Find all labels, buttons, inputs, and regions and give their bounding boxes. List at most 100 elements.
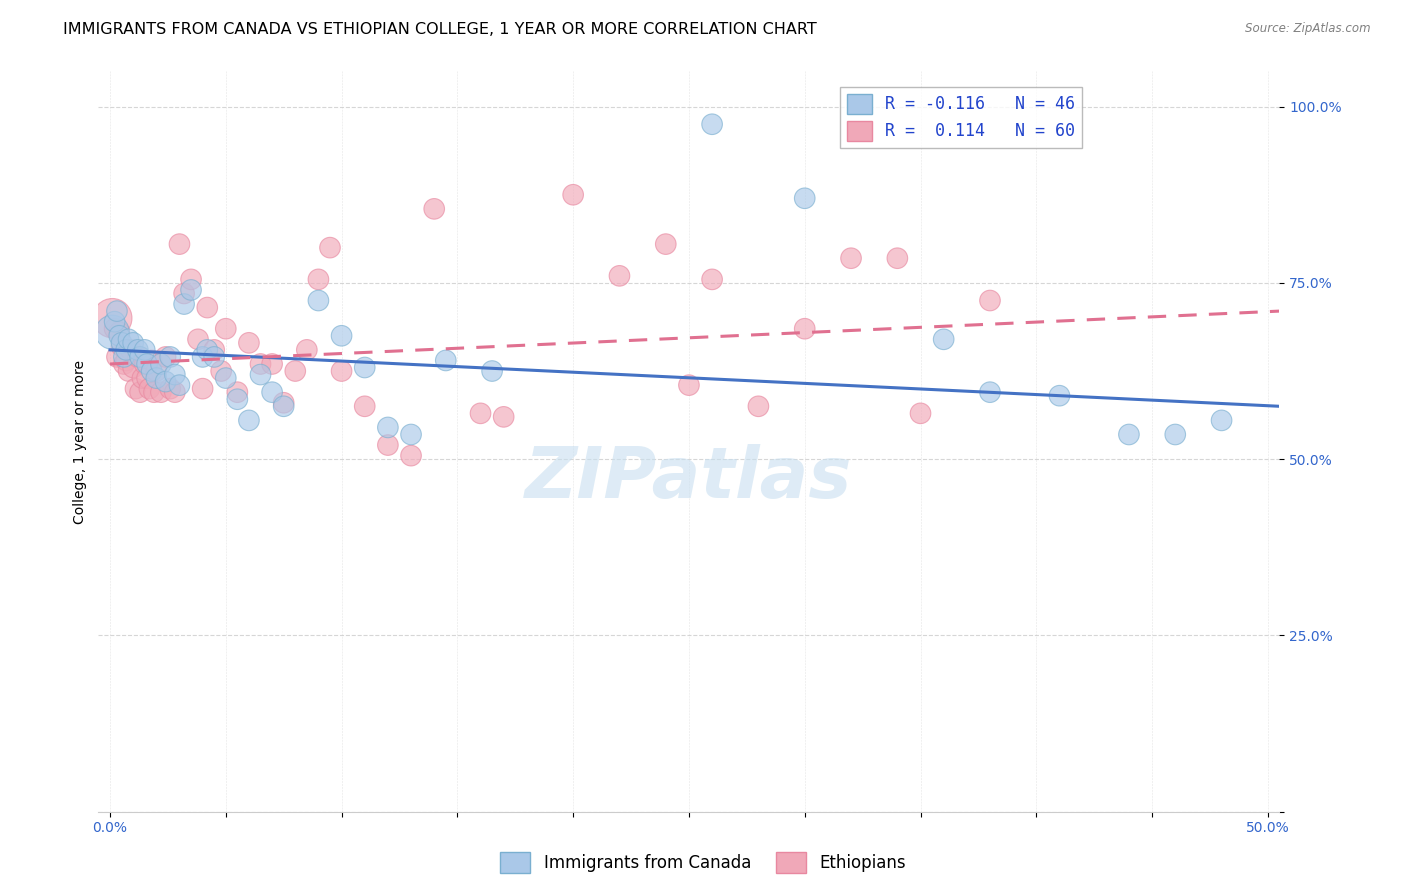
Point <box>377 420 399 434</box>
Point <box>470 406 492 420</box>
Point <box>215 371 238 385</box>
Point <box>249 357 271 371</box>
Point <box>134 357 156 371</box>
Point <box>238 413 260 427</box>
Point <box>377 438 399 452</box>
Point <box>262 357 284 371</box>
Point <box>979 293 1001 308</box>
Point <box>399 449 422 463</box>
Point <box>141 364 163 378</box>
Legend: Immigrants from Canada, Ethiopians: Immigrants from Canada, Ethiopians <box>494 846 912 880</box>
Point <box>105 304 128 318</box>
Point <box>112 350 135 364</box>
Point <box>793 322 815 336</box>
Point <box>249 368 271 382</box>
Point <box>793 191 815 205</box>
Point <box>101 311 124 326</box>
Point <box>886 251 908 265</box>
Point <box>209 364 232 378</box>
Point <box>173 297 195 311</box>
Point <box>115 353 138 368</box>
Point <box>127 350 149 364</box>
Point <box>307 293 329 308</box>
Point <box>117 364 139 378</box>
Point <box>110 339 132 353</box>
Point <box>108 325 131 339</box>
Point <box>136 357 159 371</box>
Point <box>134 343 156 357</box>
Point <box>149 357 172 371</box>
Point <box>238 335 260 350</box>
Legend: R = -0.116   N = 46, R =  0.114   N = 60: R = -0.116 N = 46, R = 0.114 N = 60 <box>841 87 1083 148</box>
Point <box>104 322 127 336</box>
Point <box>191 350 214 364</box>
Point <box>163 385 186 400</box>
Point <box>273 399 295 413</box>
Point <box>191 382 214 396</box>
Point <box>399 427 422 442</box>
Point <box>145 371 167 385</box>
Point <box>122 360 145 375</box>
Point <box>423 202 446 216</box>
Point <box>979 385 1001 400</box>
Point <box>180 283 202 297</box>
Point <box>105 350 128 364</box>
Point <box>122 335 145 350</box>
Point <box>131 371 153 385</box>
Point <box>149 385 172 400</box>
Point <box>138 382 160 396</box>
Point <box>910 406 932 420</box>
Point <box>1164 427 1187 442</box>
Point <box>353 360 375 375</box>
Point <box>195 301 218 315</box>
Point <box>353 399 375 413</box>
Point <box>187 332 209 346</box>
Point <box>273 396 295 410</box>
Point <box>108 328 131 343</box>
Point <box>262 385 284 400</box>
Point <box>492 409 515 424</box>
Point <box>330 364 353 378</box>
Point <box>1118 427 1140 442</box>
Point <box>169 378 191 392</box>
Point <box>284 364 307 378</box>
Point <box>215 322 238 336</box>
Point <box>655 237 678 252</box>
Point <box>163 368 186 382</box>
Point <box>104 315 127 329</box>
Point <box>129 385 152 400</box>
Text: ZIPatlas: ZIPatlas <box>526 444 852 513</box>
Point <box>1211 413 1233 427</box>
Point <box>169 237 191 252</box>
Point <box>143 385 166 400</box>
Point <box>700 272 723 286</box>
Point <box>180 272 202 286</box>
Point <box>932 332 955 346</box>
Point <box>609 268 631 283</box>
Text: IMMIGRANTS FROM CANADA VS ETHIOPIAN COLLEGE, 1 YEAR OR MORE CORRELATION CHART: IMMIGRANTS FROM CANADA VS ETHIOPIAN COLL… <box>63 22 817 37</box>
Point <box>101 325 124 339</box>
Point <box>155 375 177 389</box>
Point <box>202 350 225 364</box>
Point <box>145 364 167 378</box>
Point <box>226 392 249 407</box>
Point <box>295 343 318 357</box>
Point <box>481 364 503 378</box>
Point <box>307 272 329 286</box>
Point <box>173 286 195 301</box>
Point <box>112 357 135 371</box>
Point <box>562 187 585 202</box>
Point <box>700 117 723 131</box>
Point <box>141 353 163 368</box>
Point <box>159 350 181 364</box>
Point <box>155 350 177 364</box>
Point <box>839 251 862 265</box>
Point <box>1049 389 1071 403</box>
Point <box>117 332 139 346</box>
Text: Source: ZipAtlas.com: Source: ZipAtlas.com <box>1246 22 1371 36</box>
Point <box>115 343 138 357</box>
Point <box>226 385 249 400</box>
Point <box>195 343 218 357</box>
Point <box>136 371 159 385</box>
Point <box>159 382 181 396</box>
